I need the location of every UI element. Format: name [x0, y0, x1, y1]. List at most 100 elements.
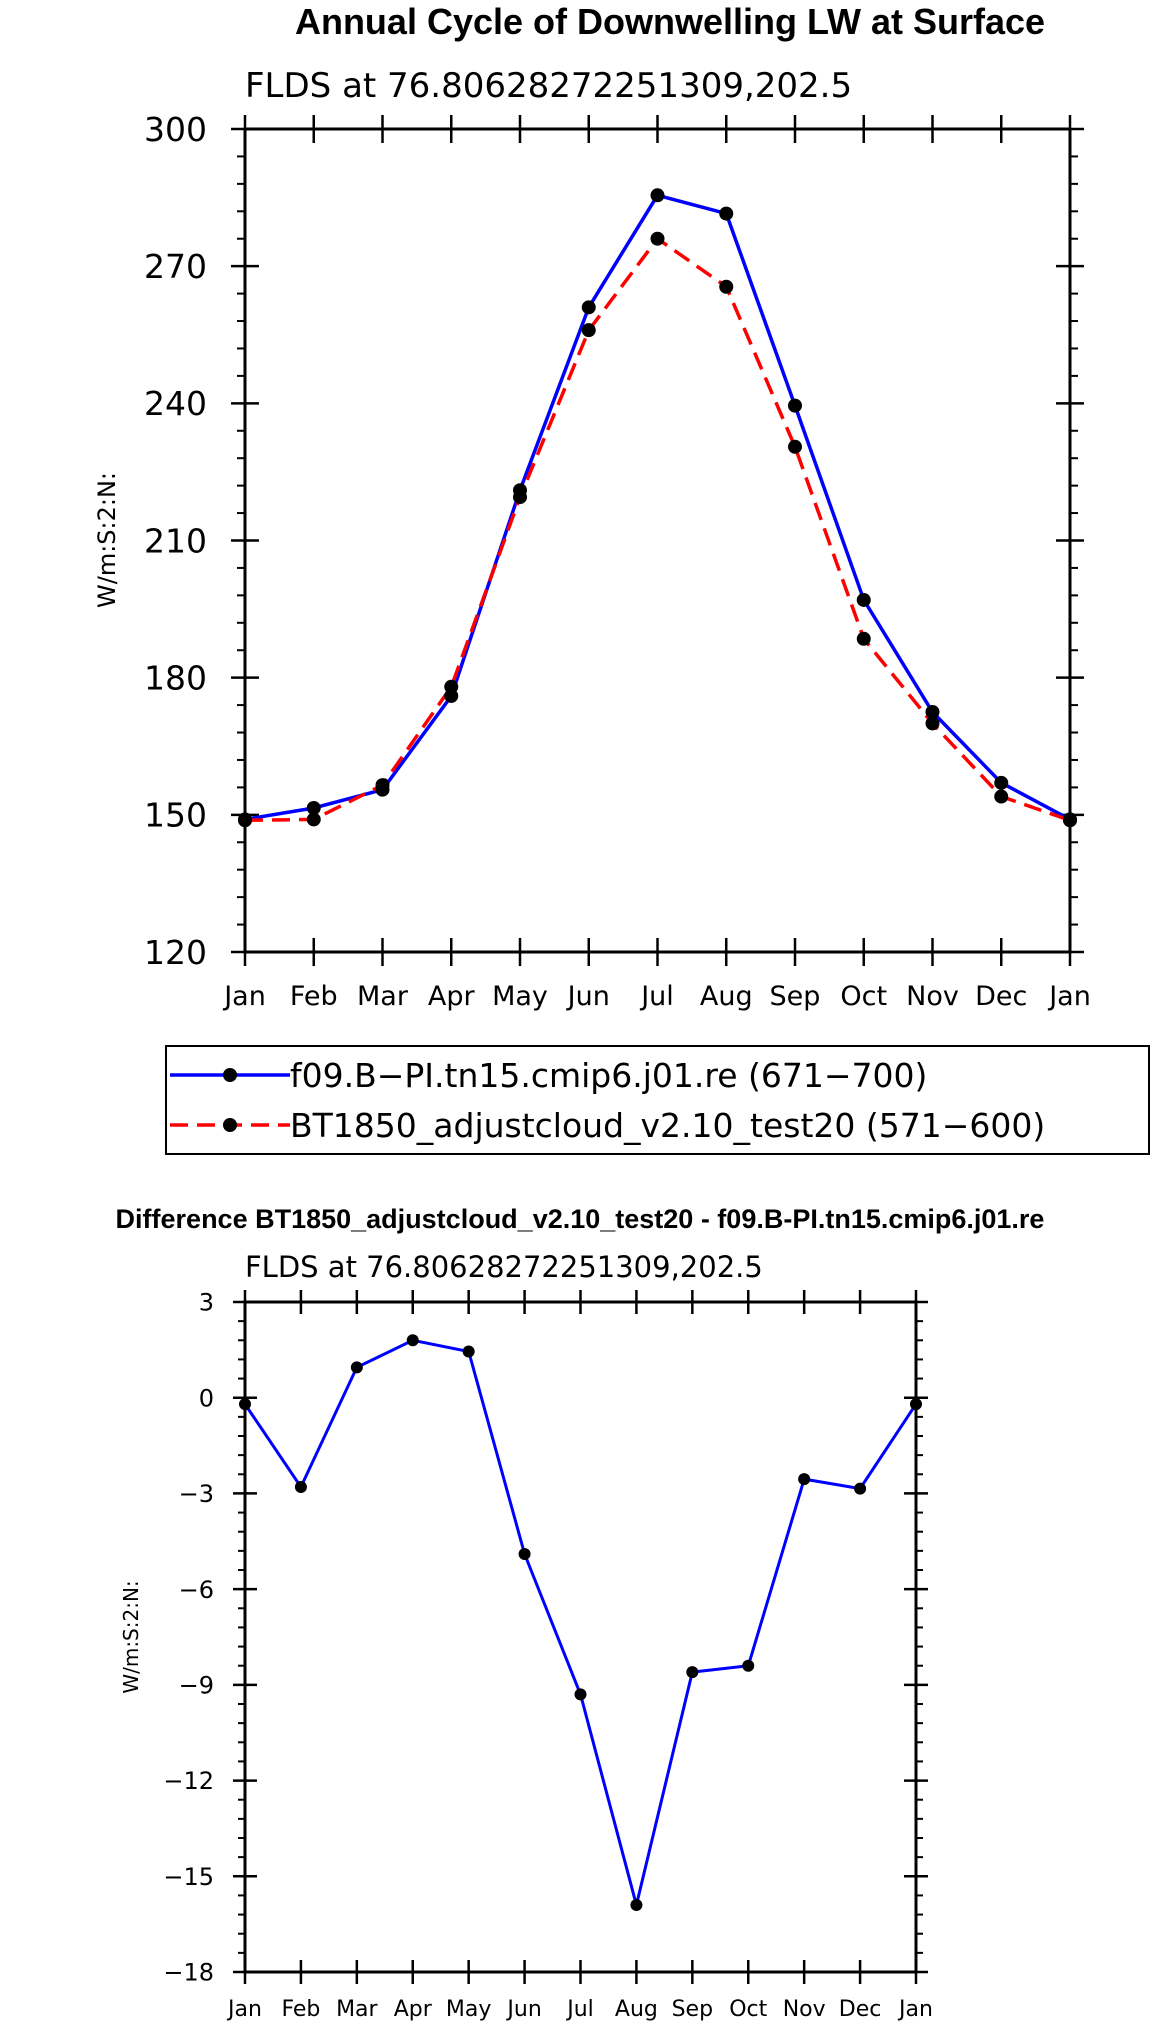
top-x-tick-label: Jul [639, 981, 674, 1012]
top-data-point [444, 679, 459, 694]
series-line-difference [243, 1338, 918, 1906]
top-data-point [581, 323, 596, 338]
top-data-point [581, 300, 596, 315]
series-line-bt1850 [244, 236, 1071, 823]
bot-y-tick-label: 3 [199, 1289, 214, 1317]
top-x-tick-label: Apr [428, 981, 476, 1012]
top-chart-subtitle: FLDS at 76.80628272251309,202.5 [245, 66, 852, 106]
bot-x-tick-label: May [446, 1997, 491, 2022]
bot-data-point [854, 1482, 867, 1495]
top-x-tick-label: Feb [290, 981, 338, 1012]
top-data-point [1063, 813, 1077, 828]
top-y-tick-labels: 120 150 180 210 240 270 300 [144, 110, 207, 972]
top-y-tick-label: 210 [144, 521, 207, 560]
bot-y-tick-label: −6 [179, 1576, 214, 1604]
bottom-plot-frame [243, 1300, 918, 1974]
top-data-point [925, 704, 940, 719]
top-chart: Annual Cycle of Downwelling LW at Surfac… [93, 1, 1150, 1155]
bot-x-tick-label: Jan [897, 1997, 933, 2022]
bot-y-tick-label: 0 [199, 1384, 214, 1412]
top-data-point [238, 813, 252, 828]
top-x-tick-label: Sep [770, 981, 821, 1012]
bot-x-tick-label: Nov [783, 1997, 826, 2022]
bot-data-point [798, 1473, 811, 1486]
top-y-tick-label: 180 [144, 659, 207, 698]
bot-data-point [518, 1548, 531, 1561]
top-legend: f09.B−PI.tn15.cmip6.j01.re (671−700) BT1… [165, 1045, 1150, 1155]
bot-x-tick-label: Jun [505, 1997, 541, 2022]
bot-x-tick-label: Mar [336, 1997, 378, 2022]
bottom-chart-subtitle: FLDS at 76.80628272251309,202.5 [245, 1250, 763, 1284]
top-data-point [856, 592, 871, 607]
top-data-point [788, 439, 802, 454]
bot-data-point [686, 1666, 699, 1679]
top-x-tick-label: Oct [840, 981, 887, 1012]
bot-x-tick-label: Feb [281, 1997, 320, 2022]
bot-data-point [630, 1899, 643, 1911]
top-x-tick-label: Mar [357, 981, 409, 1012]
legend-marker-bt1850 [223, 1118, 237, 1132]
top-data-point [719, 206, 734, 221]
series-points-bt1850 [238, 231, 1077, 828]
bot-x-tick-label: Apr [394, 1997, 433, 2022]
legend-marker-f09 [223, 1068, 237, 1082]
top-y-tick-label: 240 [144, 384, 207, 423]
bot-x-tick-label: Sep [672, 1997, 713, 2022]
top-data-point [306, 800, 321, 815]
top-y-tick-label: 150 [144, 796, 207, 835]
top-y-axis-label: W/m:S:2:N: [93, 472, 121, 608]
bot-y-tick-label: −15 [163, 1863, 214, 1891]
legend-label-f09: f09.B−PI.tn15.cmip6.j01.re (671−700) [290, 1056, 927, 1095]
top-data-point [925, 716, 940, 731]
bot-y-tick-label: −9 [179, 1671, 214, 1699]
bot-data-point [574, 1688, 587, 1701]
top-chart-title: Annual Cycle of Downwelling LW at Surfac… [295, 1, 1045, 42]
top-y-tick-label: 120 [144, 933, 207, 972]
top-x-tick-label: Nov [906, 981, 959, 1012]
top-data-point [788, 398, 802, 413]
legend-label-bt1850: BT1850_adjustcloud_v2.10_test20 (571−600… [290, 1106, 1045, 1145]
top-x-tick-label: May [492, 981, 548, 1012]
bot-x-tick-label: Oct [729, 1997, 767, 2022]
bottom-chart-title: Difference BT1850_adjustcloud_v2.10_test… [116, 1204, 1045, 1234]
top-data-point [994, 789, 1009, 804]
bot-y-tick-label: −18 [163, 1959, 214, 1987]
top-data-point [650, 231, 665, 246]
bot-data-point [742, 1659, 755, 1672]
top-data-point [994, 775, 1009, 790]
bot-y-tick-label: −12 [163, 1767, 214, 1795]
top-x-tick-label: Jun [566, 981, 610, 1012]
top-data-point [375, 778, 390, 793]
top-x-tick-label: Jan [222, 981, 266, 1012]
bot-x-tick-label: Jan [226, 1997, 262, 2022]
series-line-f09 [244, 193, 1071, 822]
bottom-y-tick-labels: −18 −15 −12 −9 −6 −3 0 3 [163, 1289, 214, 1987]
top-data-point [513, 490, 527, 505]
top-x-tick-label: Dec [975, 981, 1027, 1012]
bot-data-point [294, 1481, 307, 1494]
bot-x-tick-label: Aug [615, 1997, 658, 2022]
top-y-tick-label: 270 [144, 247, 207, 286]
top-y-tick-label: 300 [144, 110, 207, 149]
bot-x-tick-label: Dec [839, 1997, 882, 2022]
bot-y-tick-label: −3 [179, 1480, 214, 1508]
top-x-tick-label: Aug [700, 981, 753, 1012]
top-data-point [856, 631, 871, 646]
top-plot-frame [243, 127, 1072, 954]
top-x-tick-labels: Jan Feb Mar Apr May Jun Jul Aug Sep Oct Nov Dec Jan [222, 981, 1091, 1012]
bot-data-point [462, 1345, 475, 1358]
bot-data-point [406, 1334, 419, 1347]
bottom-x-tick-labels: Jan Feb Mar Apr May Jun Jul Aug Sep Oct Nov Dec Jan [226, 1997, 933, 2022]
top-data-point [650, 188, 665, 203]
bottom-chart: Difference BT1850_adjustcloud_v2.10_test… [116, 1204, 1045, 2022]
bot-data-point [239, 1398, 251, 1411]
bot-x-tick-label: Jul [565, 1997, 594, 2022]
legend-box [165, 1045, 1150, 1155]
top-data-point [719, 279, 734, 294]
bottom-y-axis-label: W/m:S:2:N: [119, 1580, 143, 1693]
top-data-point [306, 812, 321, 827]
top-x-tick-label: Jan [1047, 981, 1091, 1012]
bottom-axis-ticks [233, 1290, 928, 1984]
bot-data-point [910, 1398, 922, 1411]
